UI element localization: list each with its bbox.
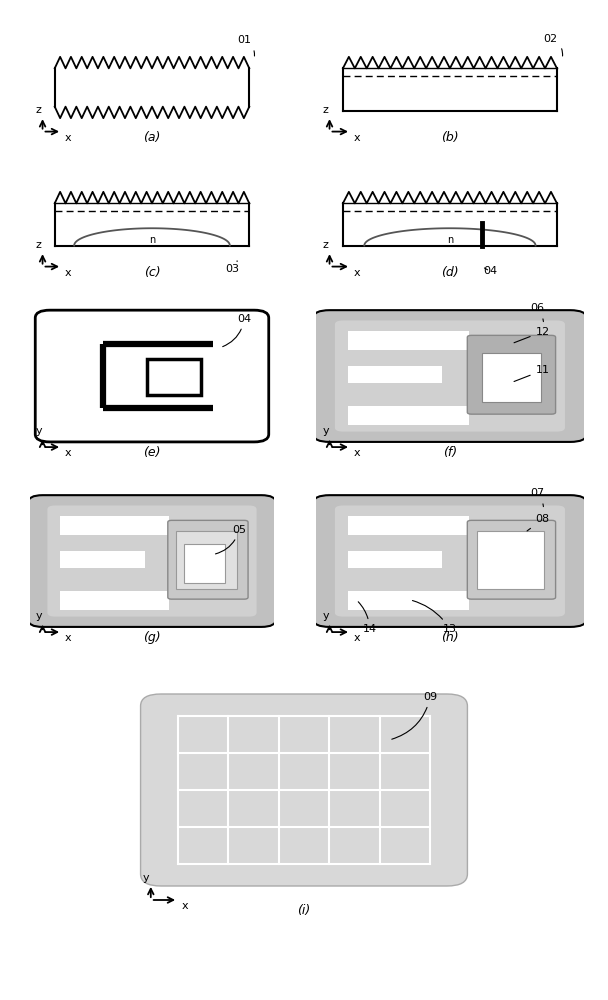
Text: (c): (c)	[143, 266, 161, 279]
Text: y: y	[322, 611, 329, 621]
Text: y: y	[322, 426, 329, 436]
Text: x: x	[354, 448, 360, 458]
Text: 03: 03	[225, 261, 239, 274]
Text: (g): (g)	[143, 631, 161, 644]
Text: x: x	[354, 633, 360, 643]
Text: y: y	[142, 873, 149, 883]
Text: 06: 06	[530, 303, 544, 322]
FancyBboxPatch shape	[314, 495, 586, 627]
Text: (h): (h)	[441, 631, 458, 644]
Text: x: x	[181, 901, 188, 911]
FancyBboxPatch shape	[168, 520, 248, 599]
Text: 07: 07	[530, 488, 544, 507]
Bar	[60, 591, 169, 610]
Text: (f): (f)	[443, 446, 457, 459]
Text: (e): (e)	[143, 446, 161, 459]
Text: x: x	[64, 133, 71, 143]
Text: x: x	[64, 633, 71, 643]
Text: (d): (d)	[441, 266, 458, 279]
FancyBboxPatch shape	[47, 506, 257, 617]
Bar	[184, 544, 225, 583]
Text: 04: 04	[223, 314, 251, 347]
Text: x: x	[64, 448, 71, 458]
Bar	[348, 551, 442, 568]
Text: 02: 02	[544, 33, 562, 56]
Bar	[482, 353, 541, 402]
Text: z: z	[36, 105, 42, 115]
FancyBboxPatch shape	[314, 310, 586, 442]
Bar	[348, 406, 469, 425]
Text: 11: 11	[514, 365, 550, 381]
Text: y: y	[36, 426, 42, 436]
Text: 14: 14	[358, 602, 377, 634]
Text: x: x	[354, 133, 360, 143]
Text: 04: 04	[483, 266, 497, 276]
Text: (i): (i)	[297, 904, 311, 917]
Text: 08: 08	[527, 514, 550, 531]
Text: 13: 13	[412, 601, 457, 634]
FancyBboxPatch shape	[468, 520, 556, 599]
Text: z: z	[323, 240, 328, 250]
Bar	[348, 591, 469, 610]
Text: n: n	[149, 235, 155, 245]
Bar	[176, 531, 237, 589]
Bar	[348, 331, 469, 350]
Bar	[348, 516, 469, 535]
Text: z: z	[323, 105, 328, 115]
FancyBboxPatch shape	[335, 506, 565, 617]
Text: 01: 01	[237, 35, 255, 56]
FancyBboxPatch shape	[468, 335, 556, 414]
Text: x: x	[64, 268, 71, 278]
Bar	[348, 366, 442, 382]
Text: y: y	[36, 611, 42, 621]
Text: (a): (a)	[143, 131, 161, 144]
FancyBboxPatch shape	[140, 694, 468, 886]
Text: 05: 05	[215, 525, 246, 554]
Text: 09: 09	[392, 692, 437, 739]
Bar	[477, 531, 544, 589]
Text: x: x	[354, 268, 360, 278]
FancyBboxPatch shape	[35, 310, 269, 442]
Bar	[60, 551, 145, 568]
Text: n: n	[447, 235, 453, 245]
Bar	[147, 359, 201, 395]
Text: (b): (b)	[441, 131, 458, 144]
Text: 12: 12	[514, 327, 550, 343]
Bar	[60, 516, 169, 535]
FancyBboxPatch shape	[28, 495, 276, 627]
Text: z: z	[36, 240, 42, 250]
FancyBboxPatch shape	[335, 320, 565, 432]
